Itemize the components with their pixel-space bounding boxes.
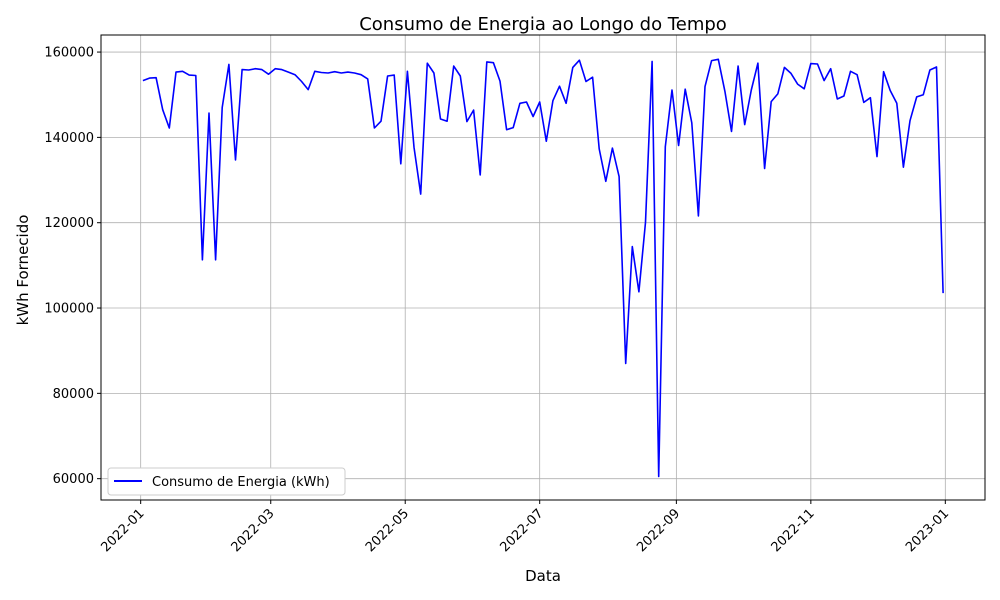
y-tick-label: 100000 [44,302,94,317]
legend-label: Consumo de Energia (kWh) [152,475,330,490]
y-tick-label: 120000 [44,216,94,231]
x-axis-label: Data [525,567,561,585]
legend-box [107,467,346,496]
series-layer [142,58,944,478]
grid [101,35,985,500]
chart-title: Consumo de Energia ao Longo do Tempo [359,14,727,35]
y-tick-label: 80000 [53,387,94,402]
y-axis-label: kWh Fornecido [14,215,32,326]
y-tick-label: 140000 [44,131,94,146]
series-line [142,58,944,478]
y-tick-label: 60000 [53,472,94,487]
y-axis-ticks: 60000 80000 100000 120000 140000 160000 [44,46,101,487]
plot-frame [100,34,986,501]
legend: Consumo de Energia (kWh) [107,467,346,496]
y-tick-label: 160000 [44,46,94,61]
